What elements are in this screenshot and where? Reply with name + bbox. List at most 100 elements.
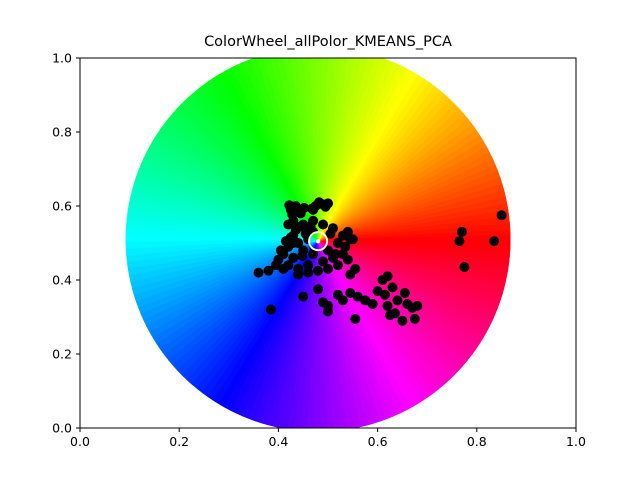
scatter-point [350,313,361,324]
scatter-point [303,267,314,278]
scatter-points [253,197,507,326]
scatter-point [459,262,470,273]
scatter-point [397,315,408,326]
scatter-point [284,200,295,211]
scatter-point [288,252,299,263]
hue-wedge [160,117,319,240]
hue-wedge [196,239,319,398]
chart-title: ColorWheel_allPolor_KMEANS_PCA [204,34,452,50]
hue-wedge [242,239,319,422]
hue-wedge [318,239,508,290]
axes-frame [79,57,577,429]
x-tick-label: 0.6 [368,434,388,449]
scatter-point [387,282,398,293]
hue-wedge [318,58,382,240]
scatter-point [295,221,306,232]
y-axis-ticks: 0.0 0.2 0.4 0.6 0.8 1.0 [52,51,80,436]
scatter-point [270,260,281,271]
hue-wedge [236,239,319,420]
scatter-point [263,265,274,276]
hue-wedge [164,112,319,240]
scatter-point [265,304,276,315]
scatter-point [382,271,393,282]
hue-wedge [129,188,319,240]
hue-wedge [248,239,319,424]
hue-wedge [318,59,400,240]
hue-wedge [318,239,496,328]
color-wheel-background [125,58,511,428]
hue-wedge [146,139,319,240]
scatter-point [298,291,309,302]
scatter-point [295,208,306,219]
hue-wedge [318,85,445,240]
hue-wedge [152,128,319,240]
x-tick-label: 0.2 [169,434,189,449]
scatter-point [456,226,467,237]
hue-wheel [125,58,511,428]
hue-wedge [318,89,450,240]
hue-wedge [318,64,412,240]
hue-wedge [318,58,368,240]
x-axis-ticks: 0.0 0.2 0.4 0.6 0.8 1.0 [70,428,586,449]
hue-wedge [149,133,319,240]
hue-wedge [218,239,319,412]
hue-wedge [135,163,319,240]
hue-wedge [230,239,319,417]
scatter-point [389,308,400,319]
scatter-point [283,219,294,230]
hue-wedge [127,195,319,240]
y-tick-label: 0.6 [52,199,72,214]
hue-wedge [294,239,319,428]
hue-wedge [318,239,506,297]
hue-wedge [126,208,319,240]
hue-wedge [186,239,319,390]
scatter-point [454,236,465,247]
scatter-point [347,234,358,245]
hue-wedge [318,239,505,303]
hue-wedge [318,70,424,240]
hue-wedge [318,239,336,428]
hue-wedge [143,145,319,240]
scatter-point [323,245,333,256]
scatter-point [332,238,343,248]
scatter-point [318,256,329,267]
hue-wedge [125,215,319,240]
hue-wedge [318,81,440,240]
scatter-point [280,236,291,247]
center-color-wheel-marker [308,231,329,252]
hue-wedge [301,58,319,240]
hue-wedge [156,122,319,240]
scatter-point [314,197,325,208]
scatter-point [337,295,348,306]
hue-wedge [318,58,341,240]
scatter-point [293,269,304,280]
scatter-point [367,299,378,310]
scatter-point [253,267,264,278]
scatter-point [399,287,410,298]
x-tick-label: 0.8 [467,434,487,449]
hue-wedge [318,74,429,240]
hue-wedge [130,182,319,240]
hue-wedge [132,176,319,240]
scatter-point [313,284,324,295]
hue-wedge [254,239,319,426]
scatter-point [323,198,333,209]
scatter-point [372,286,383,297]
scatter-point [332,260,343,271]
scatter-point [352,291,363,302]
hue-wedge [318,58,361,240]
x-tick-label: 1.0 [566,434,586,449]
hue-wedge [318,239,509,284]
scatter-point [323,306,333,317]
y-tick-label: 0.4 [52,273,72,288]
scatter-point [308,204,319,215]
hue-wedge [318,58,388,240]
scatter-point [392,295,403,306]
hue-wedge [318,58,354,240]
hue-wedge [318,61,407,240]
scatter-point [345,269,356,280]
y-tick-label: 0.2 [52,347,72,362]
scatter-point [300,228,311,239]
hue-wedge [318,239,498,322]
